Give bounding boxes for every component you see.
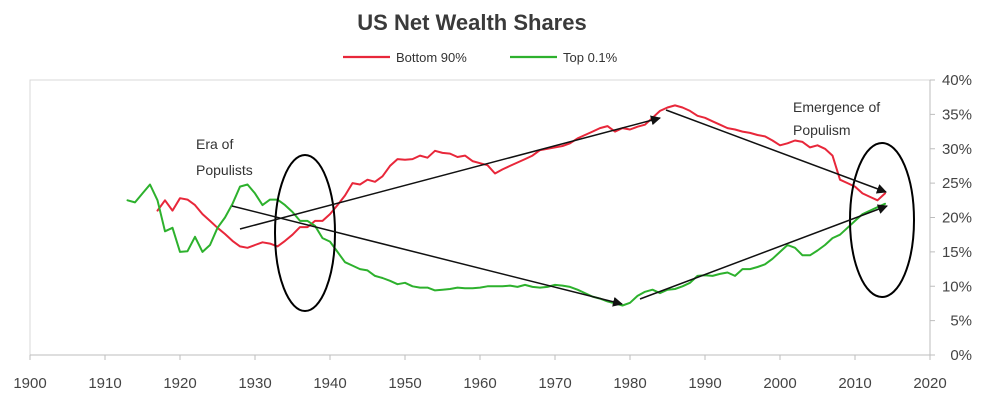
x-tick-label-1950: 1950 — [388, 375, 421, 392]
x-tick-label-1970: 1970 — [538, 375, 571, 392]
chart-title: US Net Wealth Shares — [357, 10, 586, 35]
y-tick-label-25: 25% — [942, 175, 972, 192]
x-tick-label-2020: 2020 — [913, 375, 946, 392]
y-tick-label-5: 5% — [950, 313, 972, 330]
emergence-label-line1: Emergence of — [793, 99, 880, 115]
x-tick-label-1990: 1990 — [688, 375, 721, 392]
era-ellipse — [274, 154, 336, 312]
y-tick-label-10: 10% — [942, 278, 972, 295]
y-tick-label-0: 0% — [950, 347, 972, 364]
emergence-label-line2: Populism — [793, 122, 851, 138]
series-line-top-0-1 — [126, 183, 886, 307]
x-tick-label-1940: 1940 — [313, 375, 346, 392]
y-tick-label-35: 35% — [942, 106, 972, 123]
emergence-ellipse — [849, 142, 915, 298]
y-tick-label-15: 15% — [942, 244, 972, 261]
x-tick-label-1920: 1920 — [163, 375, 196, 392]
series-layer — [126, 104, 886, 307]
x-tick-label-1960: 1960 — [463, 375, 496, 392]
arrow-bottom90-fall — [665, 109, 887, 194]
x-tick-label-1980: 1980 — [613, 375, 646, 392]
y-tick-label-40: 40% — [942, 72, 972, 89]
legend-label-bottom-90: Bottom 90% — [396, 50, 467, 65]
arrow-bottom90-rise — [239, 115, 661, 230]
x-tick-label-2000: 2000 — [763, 375, 796, 392]
x-tick-label-1900: 1900 — [13, 375, 46, 392]
series-line-bottom-90 — [156, 104, 886, 249]
x-tick-label-2010: 2010 — [838, 375, 871, 392]
y-tick-label-30: 30% — [942, 141, 972, 158]
x-tick-label-1910: 1910 — [88, 375, 121, 392]
legend: Bottom 90% Top 0.1% — [343, 50, 618, 65]
annotation-layer: Era of Populists Emergence of Populism — [196, 99, 915, 312]
era-label-line2: Populists — [196, 162, 253, 178]
era-label-line1: Era of — [196, 136, 233, 152]
arrow-top01-rise — [639, 204, 888, 300]
x-axis-ticks: 1900 1910 1920 1930 1940 1950 1960 1970 1980 1990… — [13, 355, 947, 392]
y-tick-label-20: 20% — [942, 210, 972, 227]
arrow-top01-fall — [231, 205, 623, 307]
y-axis-ticks: 0% 5% 10% 15% 20% 25% 30% 35% 40% — [930, 72, 972, 364]
x-tick-label-1930: 1930 — [238, 375, 271, 392]
legend-label-top-0-1: Top 0.1% — [563, 50, 618, 65]
